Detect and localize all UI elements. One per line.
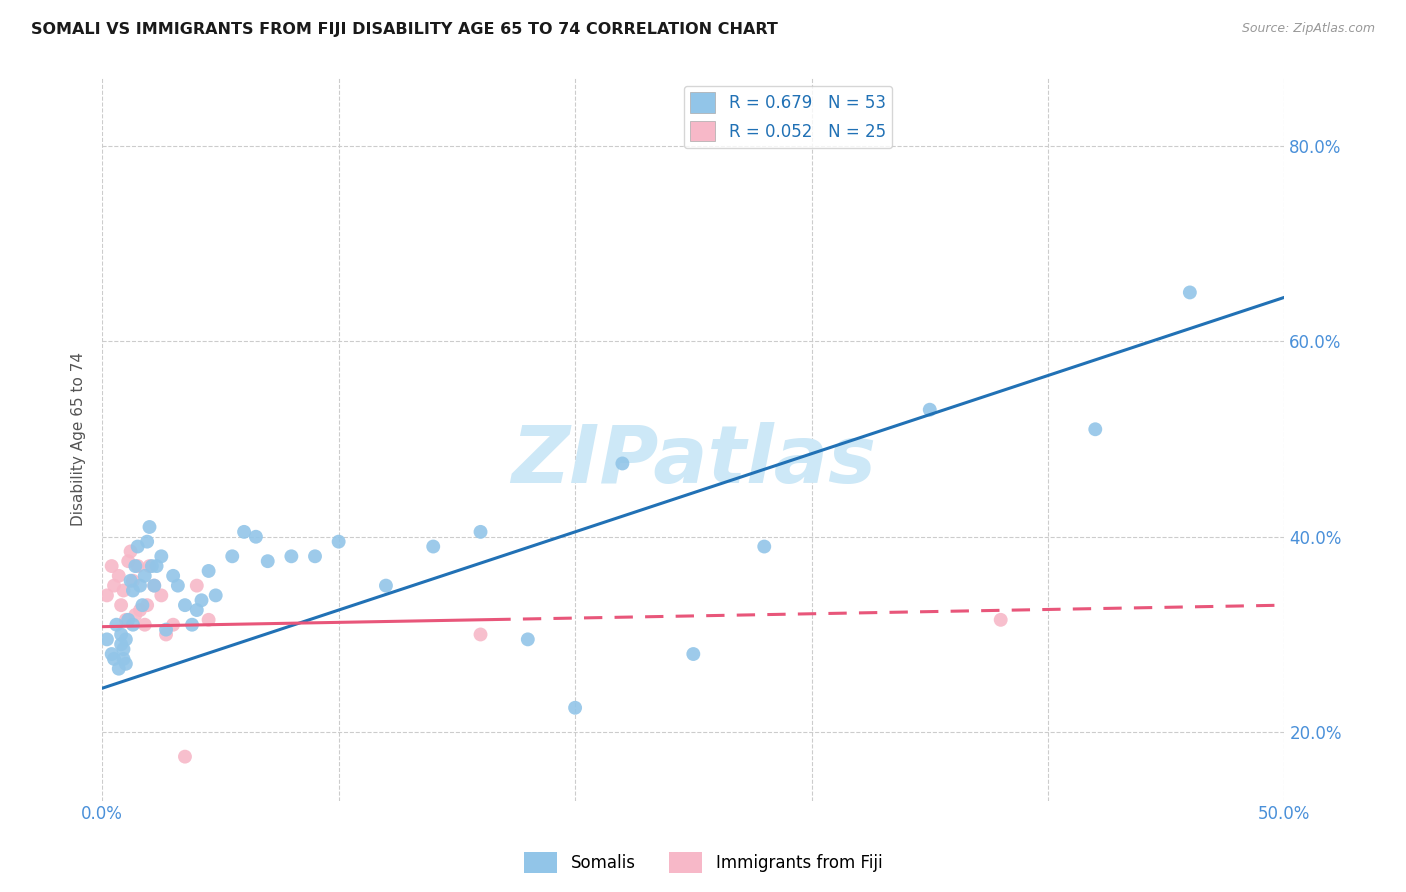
Point bbox=[328, 534, 350, 549]
Point bbox=[245, 530, 267, 544]
Point bbox=[186, 579, 208, 593]
Point bbox=[134, 617, 156, 632]
Point bbox=[112, 583, 135, 598]
Point bbox=[181, 617, 204, 632]
Point bbox=[197, 613, 219, 627]
Point bbox=[136, 598, 159, 612]
Point bbox=[197, 564, 219, 578]
Point bbox=[564, 700, 586, 714]
Point bbox=[233, 524, 256, 539]
Point bbox=[107, 569, 129, 583]
Point bbox=[115, 613, 138, 627]
Point bbox=[100, 647, 122, 661]
Point bbox=[127, 559, 149, 574]
Point bbox=[1178, 285, 1201, 300]
Legend: Somalis, Immigrants from Fiji: Somalis, Immigrants from Fiji bbox=[517, 846, 889, 880]
Point bbox=[96, 632, 118, 647]
Point bbox=[134, 569, 156, 583]
Text: Source: ZipAtlas.com: Source: ZipAtlas.com bbox=[1241, 22, 1375, 36]
Point bbox=[145, 559, 167, 574]
Point bbox=[136, 534, 159, 549]
Point bbox=[115, 657, 138, 671]
Point bbox=[470, 627, 492, 641]
Point bbox=[682, 647, 704, 661]
Point bbox=[112, 652, 135, 666]
Point bbox=[112, 642, 135, 657]
Point bbox=[256, 554, 278, 568]
Point bbox=[612, 457, 634, 471]
Point bbox=[1084, 422, 1107, 436]
Point bbox=[143, 579, 166, 593]
Point bbox=[120, 574, 142, 588]
Point bbox=[174, 749, 197, 764]
Point bbox=[129, 579, 152, 593]
Point bbox=[150, 549, 173, 564]
Point bbox=[115, 632, 138, 647]
Point bbox=[155, 623, 177, 637]
Point bbox=[138, 520, 160, 534]
Point bbox=[117, 613, 139, 627]
Point bbox=[110, 598, 132, 612]
Point bbox=[129, 603, 152, 617]
Point bbox=[117, 554, 139, 568]
Point bbox=[143, 579, 166, 593]
Point bbox=[990, 613, 1012, 627]
Point bbox=[122, 617, 145, 632]
Point bbox=[103, 652, 125, 666]
Point bbox=[131, 598, 153, 612]
Point bbox=[422, 540, 444, 554]
Point bbox=[122, 583, 145, 598]
Point bbox=[150, 588, 173, 602]
Text: SOMALI VS IMMIGRANTS FROM FIJI DISABILITY AGE 65 TO 74 CORRELATION CHART: SOMALI VS IMMIGRANTS FROM FIJI DISABILIT… bbox=[31, 22, 778, 37]
Point bbox=[124, 607, 146, 622]
Point bbox=[138, 559, 160, 574]
Point bbox=[141, 559, 163, 574]
Point bbox=[100, 559, 122, 574]
Point bbox=[155, 627, 177, 641]
Point bbox=[516, 632, 538, 647]
Point bbox=[96, 588, 118, 602]
Point bbox=[374, 579, 396, 593]
Point bbox=[174, 598, 197, 612]
Point bbox=[280, 549, 302, 564]
Point bbox=[105, 617, 128, 632]
Point bbox=[167, 579, 190, 593]
Text: ZIPatlas: ZIPatlas bbox=[510, 422, 876, 500]
Point bbox=[754, 540, 776, 554]
Point bbox=[221, 549, 243, 564]
Point bbox=[304, 549, 326, 564]
Y-axis label: Disability Age 65 to 74: Disability Age 65 to 74 bbox=[72, 352, 86, 526]
Point bbox=[107, 662, 129, 676]
Legend: R = 0.679   N = 53, R = 0.052   N = 25: R = 0.679 N = 53, R = 0.052 N = 25 bbox=[683, 86, 893, 148]
Point bbox=[103, 579, 125, 593]
Point bbox=[204, 588, 226, 602]
Point bbox=[190, 593, 212, 607]
Point bbox=[122, 574, 145, 588]
Point bbox=[124, 559, 146, 574]
Point bbox=[162, 617, 184, 632]
Point bbox=[110, 627, 132, 641]
Point bbox=[186, 603, 208, 617]
Point bbox=[127, 540, 149, 554]
Point bbox=[918, 402, 941, 417]
Point bbox=[120, 544, 142, 558]
Point bbox=[470, 524, 492, 539]
Point bbox=[110, 637, 132, 651]
Point bbox=[162, 569, 184, 583]
